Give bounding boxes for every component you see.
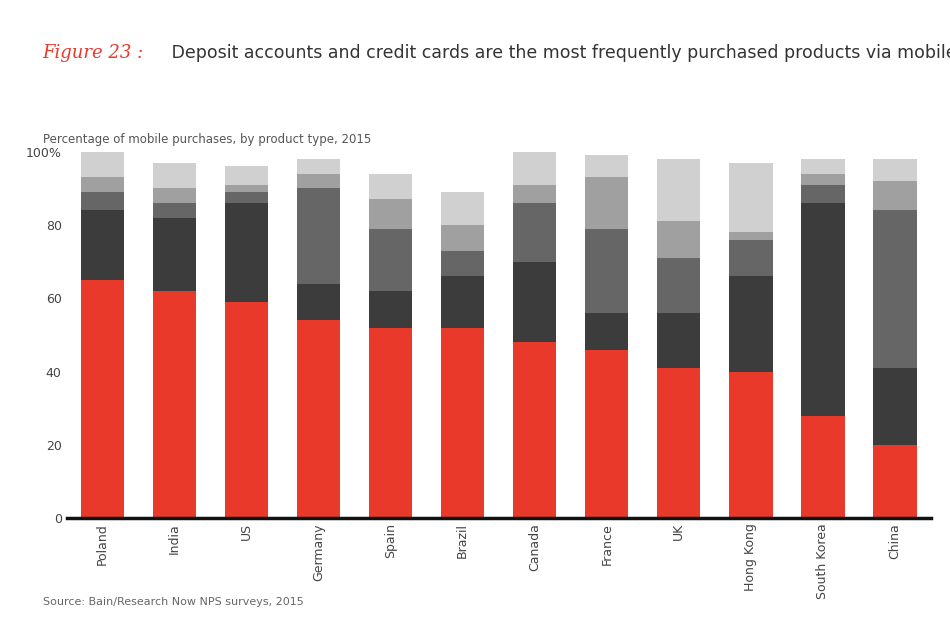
Bar	[657, 313, 700, 368]
Bar	[297, 320, 340, 518]
Bar	[81, 210, 124, 280]
Bar	[873, 445, 917, 518]
Bar	[441, 251, 484, 276]
Bar	[585, 229, 629, 313]
Bar	[513, 152, 557, 185]
Bar	[801, 416, 845, 518]
Bar	[225, 185, 268, 192]
Bar	[369, 291, 412, 327]
Bar	[153, 291, 196, 518]
Bar	[369, 229, 412, 291]
Bar	[81, 280, 124, 518]
Bar	[730, 372, 772, 518]
Bar	[801, 203, 845, 416]
Bar	[441, 225, 484, 251]
Text: Figure 23 :: Figure 23 :	[43, 44, 144, 62]
Bar	[81, 152, 124, 178]
Bar	[657, 368, 700, 518]
Bar	[297, 174, 340, 188]
Bar	[730, 276, 772, 372]
Bar	[297, 188, 340, 284]
Bar	[153, 203, 196, 217]
Bar	[441, 327, 484, 518]
Bar	[657, 221, 700, 258]
Bar	[873, 181, 917, 210]
Bar	[801, 159, 845, 174]
Bar	[441, 192, 484, 225]
Text: Percentage of mobile purchases, by product type, 2015: Percentage of mobile purchases, by produ…	[43, 133, 371, 146]
Bar	[585, 349, 629, 518]
Bar	[441, 276, 484, 327]
Bar	[585, 155, 629, 178]
Bar	[297, 159, 340, 174]
Bar	[369, 199, 412, 229]
Bar	[513, 343, 557, 518]
Bar	[153, 217, 196, 291]
Bar	[801, 185, 845, 203]
Bar	[153, 162, 196, 188]
Bar	[225, 166, 268, 185]
Text: Deposit accounts and credit cards are the most frequently purchased products via: Deposit accounts and credit cards are th…	[166, 44, 950, 62]
Bar	[369, 327, 412, 518]
Bar	[81, 178, 124, 192]
Bar	[730, 162, 772, 233]
Bar	[585, 313, 629, 349]
Bar	[801, 174, 845, 185]
Bar	[225, 192, 268, 203]
Bar	[297, 284, 340, 320]
Bar	[873, 159, 917, 181]
Bar	[513, 262, 557, 343]
Bar	[657, 258, 700, 313]
Bar	[225, 203, 268, 302]
Text: Source: Bain/Research Now NPS surveys, 2015: Source: Bain/Research Now NPS surveys, 2…	[43, 597, 303, 607]
Bar	[730, 240, 772, 276]
Bar	[153, 188, 196, 203]
Bar	[369, 174, 412, 199]
Bar	[513, 203, 557, 262]
Bar	[81, 192, 124, 210]
Bar	[513, 185, 557, 203]
Bar	[585, 178, 629, 229]
Bar	[873, 210, 917, 368]
Bar	[873, 368, 917, 445]
Bar	[730, 233, 772, 240]
Bar	[225, 302, 268, 518]
Bar	[657, 159, 700, 221]
